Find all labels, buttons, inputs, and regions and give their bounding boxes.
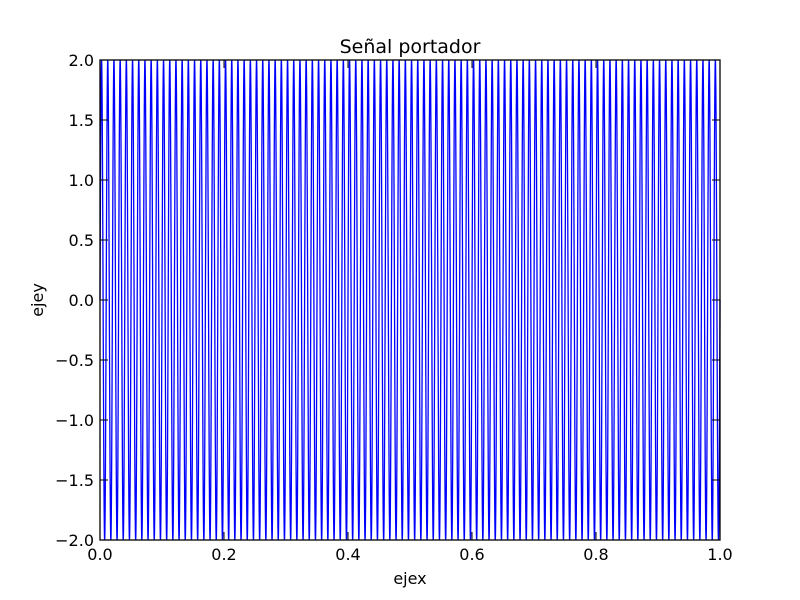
carrier-signal-series	[99, 59, 721, 541]
y-tick-label: 1.5	[69, 111, 94, 130]
x-tick-label: 1.0	[707, 545, 732, 564]
chart-title: Señal portador	[340, 36, 481, 58]
y-tick-label: 2.0	[69, 51, 94, 70]
y-tick-label: 1.0	[69, 171, 94, 190]
y-tick-label: 0.0	[69, 291, 94, 310]
y-tick-label: 0.5	[69, 231, 94, 250]
y-tick-label: −1.0	[55, 411, 94, 430]
x-axis-title: ejex	[393, 569, 426, 588]
x-axis-ticks: 0.0 0.2 0.4 0.6 0.8 1.0	[87, 60, 733, 564]
y-axis-ticks: 2.0 1.5 1.0 0.5 0.0 −0.5 −1.0 −1.5 −2.0	[55, 51, 720, 550]
x-tick-label: 0.6	[459, 545, 484, 564]
y-tick-label: −1.5	[55, 471, 94, 490]
x-tick-label: 0.8	[583, 545, 608, 564]
y-tick-label: −0.5	[55, 351, 94, 370]
y-tick-label: −2.0	[55, 531, 94, 550]
series-line-carrier	[99, 59, 721, 541]
y-axis-title: ejey	[28, 283, 47, 317]
x-tick-label: 0.2	[211, 545, 236, 564]
x-tick-label: 0.4	[335, 545, 360, 564]
x-tick-label: 0.0	[87, 545, 112, 564]
